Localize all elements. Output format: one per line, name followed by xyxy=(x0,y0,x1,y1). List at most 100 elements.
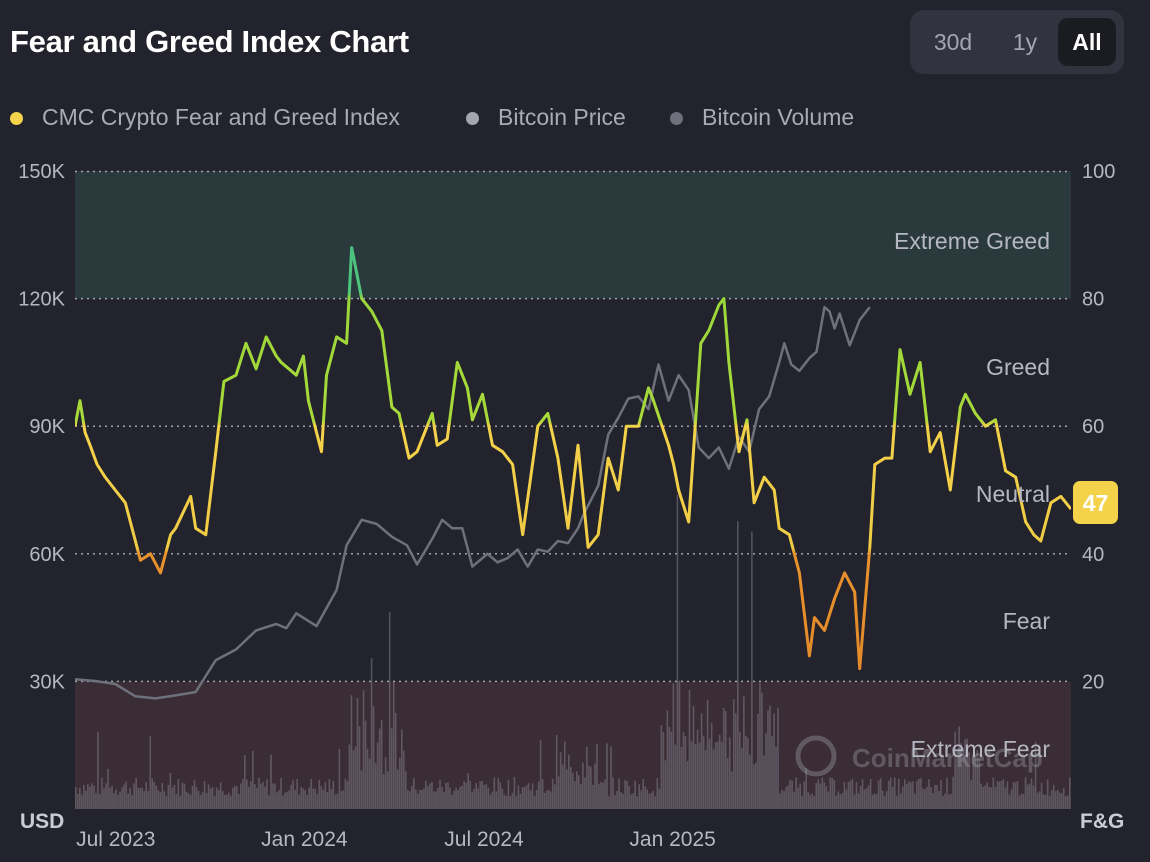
volume-bar xyxy=(974,756,977,809)
volume-bar xyxy=(294,789,296,809)
volume-bar xyxy=(889,777,892,809)
volume-bar xyxy=(431,782,433,809)
volume-bar xyxy=(765,733,767,809)
volume-bar xyxy=(509,796,512,809)
volume-bar xyxy=(445,782,447,809)
volume-bar xyxy=(865,788,868,809)
volume-bar xyxy=(262,781,264,809)
volume-bar xyxy=(928,779,930,809)
volume-bar xyxy=(912,781,914,809)
volume-bar xyxy=(775,746,777,809)
volume-bar xyxy=(1058,792,1061,809)
volume-bar xyxy=(157,790,160,809)
volume-bar xyxy=(664,760,667,809)
volume-bar xyxy=(640,790,643,809)
volume-bar xyxy=(1004,787,1007,809)
volume-bar xyxy=(624,780,626,809)
volume-bar xyxy=(710,723,713,809)
volume-bar xyxy=(656,778,659,809)
right-axis-tick: 40 xyxy=(1082,544,1104,566)
volume-bar xyxy=(250,781,252,809)
volume-bar xyxy=(610,746,612,809)
volume-bar xyxy=(1010,789,1013,809)
volume-bar xyxy=(1024,777,1027,809)
volume-bar xyxy=(310,779,313,809)
volume-bar xyxy=(89,786,91,809)
volume-bar xyxy=(360,770,363,809)
volume-bar xyxy=(127,793,129,809)
volume-bar xyxy=(489,794,492,809)
volume-bar xyxy=(620,792,622,809)
volume-bar xyxy=(350,695,353,809)
volume-bar xyxy=(105,783,107,809)
volume-bar xyxy=(825,785,828,809)
volume-bar xyxy=(791,780,793,809)
volume-bar xyxy=(469,780,471,809)
volume-bar xyxy=(167,785,170,809)
volume-bar xyxy=(580,784,582,809)
volume-bar xyxy=(787,785,789,809)
fear-greed-index-line[interactable] xyxy=(75,246,1071,671)
volume-bar xyxy=(419,789,421,809)
volume-bar xyxy=(757,714,759,809)
volume-bar xyxy=(376,742,379,809)
volume-bar xyxy=(113,793,115,809)
volume-bar xyxy=(936,784,938,809)
volume-bar xyxy=(795,777,797,809)
volume-bar xyxy=(670,731,673,809)
volume-bar xyxy=(1012,781,1015,809)
volume-bar xyxy=(807,791,810,809)
volume-bar xyxy=(984,785,987,809)
volume-bar xyxy=(630,794,632,809)
volume-bar xyxy=(501,788,504,809)
volume-bar xyxy=(545,790,548,809)
legend-dot-icon xyxy=(670,112,683,125)
zone-label: Fear xyxy=(1003,608,1051,634)
volume-bar xyxy=(662,732,665,809)
volume-bar xyxy=(159,792,162,809)
volume-bar xyxy=(348,744,351,809)
volume-bar xyxy=(342,790,345,809)
volume-bar xyxy=(270,754,272,809)
range-button-30d[interactable]: 30d xyxy=(933,29,973,55)
volume-bar xyxy=(455,787,457,809)
volume-bar xyxy=(1042,794,1045,809)
volume-bar xyxy=(952,776,954,809)
range-button-1y[interactable]: 1y xyxy=(1012,29,1038,55)
volume-bar xyxy=(829,777,832,809)
volume-bar xyxy=(497,778,500,809)
volume-bar xyxy=(1006,781,1009,809)
volume-bar xyxy=(650,792,653,809)
volume-bar xyxy=(739,731,741,809)
volume-bar xyxy=(165,796,168,809)
volume-bar xyxy=(266,779,268,809)
volume-bar xyxy=(306,795,308,809)
volume-bar xyxy=(384,757,387,809)
volume-bar xyxy=(857,793,860,809)
legend-dot-icon xyxy=(10,112,23,125)
volume-bar xyxy=(457,790,459,809)
volume-bar xyxy=(990,787,993,809)
volume-bar xyxy=(569,767,572,809)
volume-bar xyxy=(1050,790,1053,809)
volume-bar xyxy=(380,719,383,809)
volume-bar xyxy=(706,699,709,809)
volume-bar xyxy=(773,713,775,809)
volume-bar xyxy=(988,786,991,809)
volume-bar xyxy=(314,788,317,809)
volume-bar xyxy=(308,787,311,809)
volume-bar xyxy=(801,796,803,809)
volume-bar xyxy=(282,795,284,809)
volume-bar xyxy=(696,729,699,809)
volume-bar xyxy=(708,738,711,809)
volume-bar xyxy=(958,726,960,809)
volume-bar xyxy=(594,763,596,809)
range-button-all[interactable]: All xyxy=(1058,18,1116,66)
volume-bar xyxy=(527,782,530,809)
volume-bar xyxy=(676,494,679,809)
volume-bar xyxy=(803,781,805,809)
bitcoin-price-line[interactable] xyxy=(75,305,871,700)
volume-bar xyxy=(821,777,824,809)
volume-bar xyxy=(690,741,693,809)
